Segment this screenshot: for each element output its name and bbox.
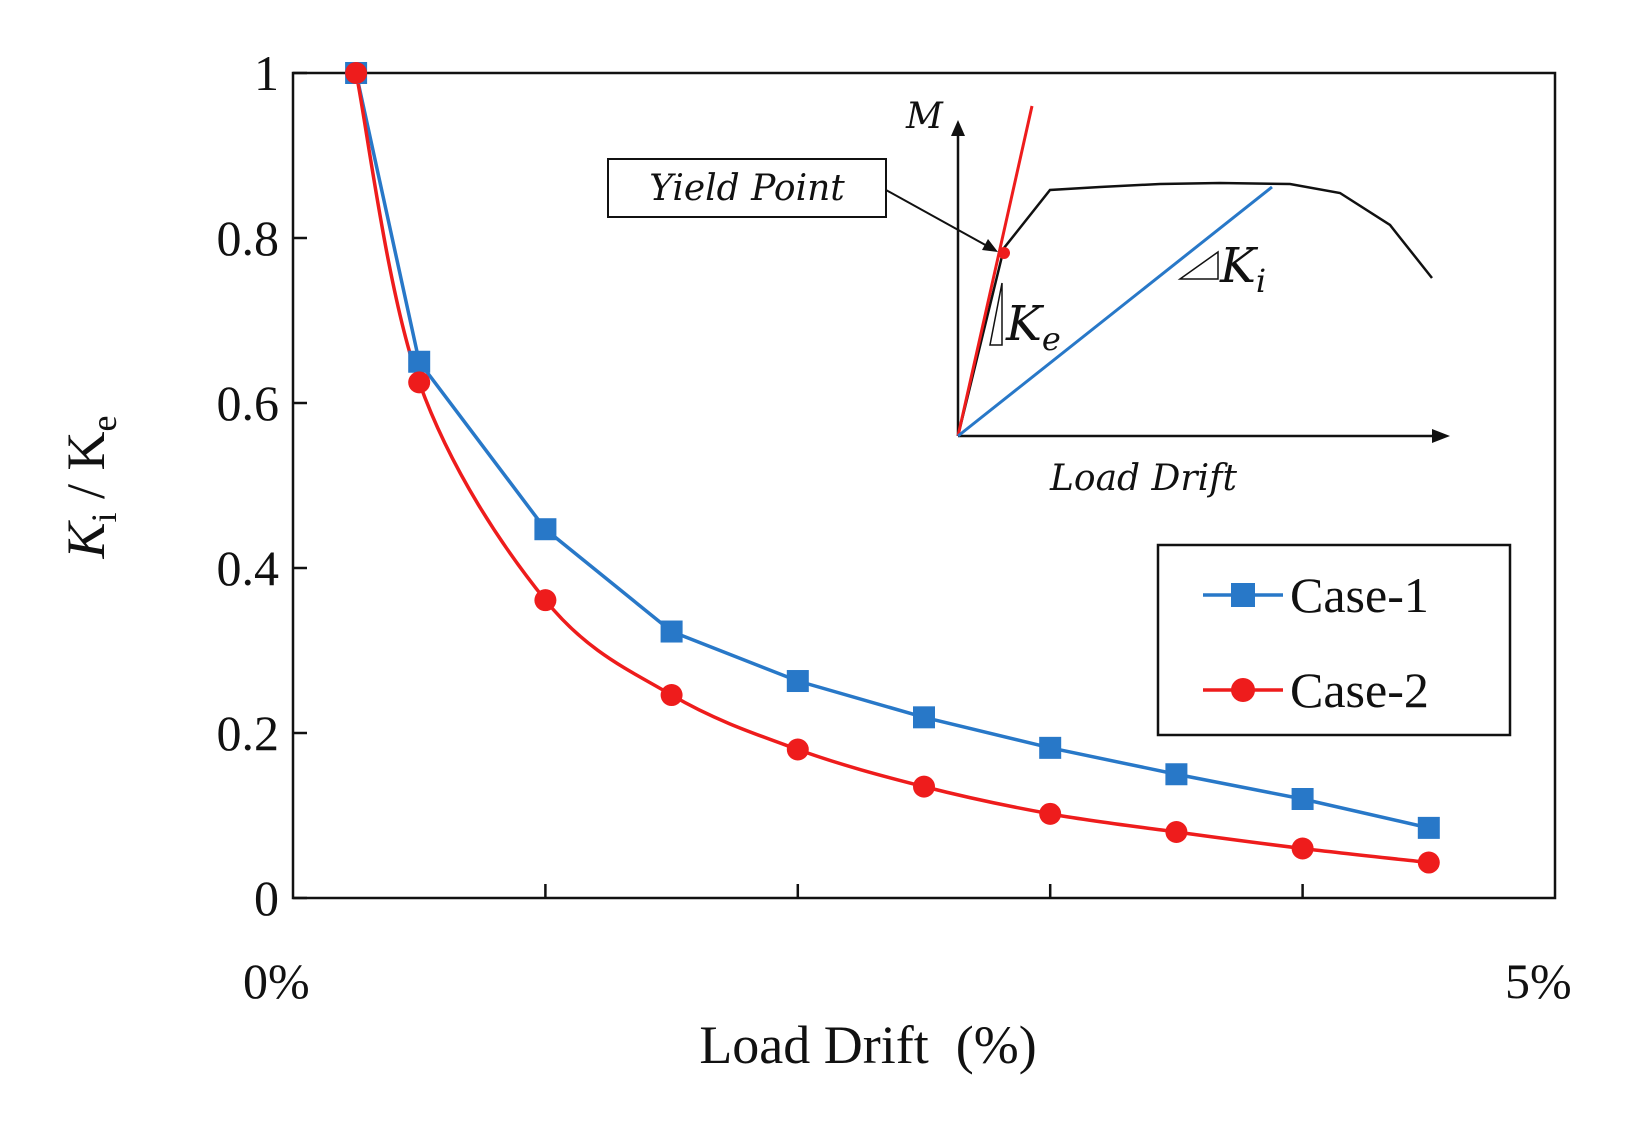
data-point-case-1 xyxy=(1039,736,1062,759)
x-axis-ticks xyxy=(544,884,1304,898)
y-label-sep: / xyxy=(56,470,116,512)
data-point-case-2 xyxy=(534,589,557,612)
x-tick-label-0: 0% xyxy=(243,953,310,1009)
legend-marker-case-1 xyxy=(1231,583,1255,607)
data-point-case-1 xyxy=(408,350,431,373)
ke-label-k: K xyxy=(1005,296,1045,352)
legend-label-case-2: Case-2 xyxy=(1290,662,1429,718)
ke-slope-triangle xyxy=(989,282,1003,346)
data-point-case-2 xyxy=(408,371,431,394)
y-tick-label: 0.8 xyxy=(217,210,280,266)
data-point-case-2 xyxy=(345,62,368,84)
data-point-case-2 xyxy=(660,684,683,707)
ki-slope-triangle xyxy=(1177,250,1219,280)
data-point-case-1 xyxy=(786,670,809,693)
legend: Case-1 Case-2 xyxy=(1156,543,1512,737)
ki-label-sub: i xyxy=(1256,262,1266,300)
y-tick-label: 0.2 xyxy=(217,705,280,761)
y-tick-label: 0.6 xyxy=(217,375,280,431)
data-point-case-2 xyxy=(913,775,935,798)
inset-x-arrow xyxy=(1432,429,1450,443)
x-tick-label-5: 5% xyxy=(1505,953,1572,1009)
ke-label-sub: e xyxy=(1042,320,1061,358)
legend-label-case-1: Case-1 xyxy=(1290,567,1429,623)
data-point-case-1 xyxy=(534,518,557,541)
y-axis-ticks: 0 0.2 0.4 0.6 0.8 1 xyxy=(217,45,307,926)
y-tick-label: 0 xyxy=(254,870,279,926)
inset-moment-curve xyxy=(956,181,1433,437)
legend-box xyxy=(1156,543,1512,737)
series-line-case-1 xyxy=(354,72,1430,830)
callout-arrow-line xyxy=(885,189,990,248)
y-tick-label: 0.4 xyxy=(217,540,280,596)
inset-y-axis-label: M xyxy=(905,96,944,137)
data-point-case-2 xyxy=(1165,821,1188,843)
inset-y-arrow xyxy=(951,120,965,136)
yield-point-callout-box xyxy=(607,158,887,218)
series-layer xyxy=(345,62,1440,874)
ki-label-k: K xyxy=(1219,238,1259,294)
yield-point-callout: Yield Point xyxy=(649,168,845,209)
data-point-case-2 xyxy=(786,738,809,761)
y-tick-label: 1 xyxy=(254,45,279,101)
y-axis-label: Ki / Ke xyxy=(56,415,124,559)
y-label-k2: K xyxy=(56,431,116,470)
data-point-case-2 xyxy=(1417,851,1440,874)
inset-x-axis-label: Load Drift xyxy=(1049,458,1237,499)
data-point-case-2 xyxy=(1291,837,1314,860)
data-point-case-2 xyxy=(1039,802,1062,825)
inset-yield-marker xyxy=(998,247,1010,259)
y-label-k1: K xyxy=(56,520,116,560)
x-axis-label: Load Drift (%) xyxy=(699,1015,1036,1075)
inset-ke-line xyxy=(956,105,1034,437)
plot-frame xyxy=(291,71,1557,900)
y-label-sub2: e xyxy=(84,415,124,431)
legend-marker-case-2 xyxy=(1231,678,1255,702)
ki-label: Ki xyxy=(1219,238,1266,300)
callout-arrow-head xyxy=(982,239,998,252)
data-point-case-1 xyxy=(660,620,683,643)
y-label-sub1: i xyxy=(84,512,124,522)
data-point-case-1 xyxy=(913,706,935,729)
data-point-case-1 xyxy=(1291,788,1314,810)
data-point-case-1 xyxy=(1165,763,1188,786)
inset-diagram: M Load Drift Yield Point Ke Ki xyxy=(607,96,1450,499)
ke-label: Ke xyxy=(1005,296,1061,358)
inset-ki-line xyxy=(957,185,1273,438)
data-point-case-1 xyxy=(1417,816,1440,839)
